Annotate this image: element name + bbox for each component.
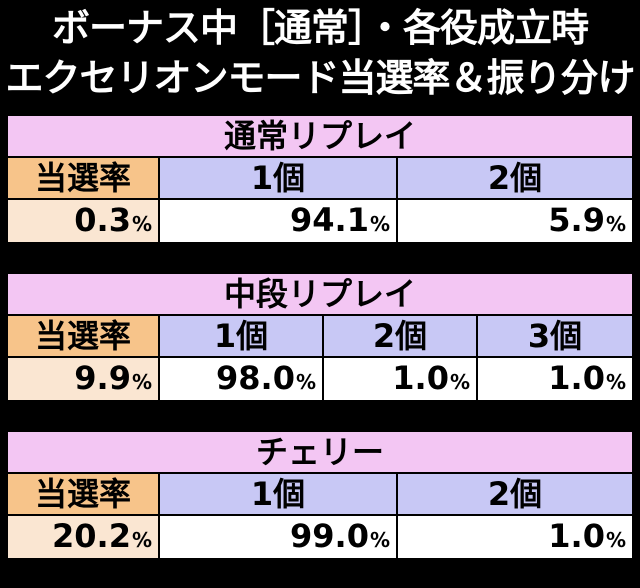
- percent-sign: %: [131, 370, 152, 394]
- page-header: ボーナス中［通常］・各役成立時 エクセリオンモード当選率＆振り分け: [0, 0, 640, 112]
- value-cell-3: 1.0%: [478, 358, 632, 400]
- percent-sign: %: [369, 528, 390, 552]
- value-number: 1.0: [548, 517, 605, 555]
- value-cell-1: 98.0%: [160, 358, 324, 400]
- table-value-row: 20.2% 99.0% 1.0%: [8, 516, 632, 558]
- rate-label: 当選率: [8, 316, 160, 356]
- rate-number: 20.2: [52, 517, 131, 555]
- rate-label: 当選率: [8, 158, 160, 198]
- rate-value: 20.2%: [8, 516, 160, 558]
- percent-sign: %: [605, 370, 626, 394]
- value-number: 94.1: [290, 201, 369, 239]
- value-number: 1.0: [548, 359, 605, 397]
- value-cell-2: 5.9%: [398, 200, 632, 242]
- section-middle-replay: 中段リプレイ 当選率 1個 2個 3個 9.9% 98.0% 1.0% 1.0%: [6, 272, 634, 402]
- table-value-row: 0.3% 94.1% 5.9%: [8, 200, 632, 242]
- value-cell-2: 1.0%: [398, 516, 632, 558]
- percent-sign: %: [131, 212, 152, 236]
- column-header-1: 1個: [160, 158, 398, 198]
- percent-sign: %: [131, 528, 152, 552]
- section-title: チェリー: [8, 432, 632, 474]
- rate-value: 9.9%: [8, 358, 160, 400]
- column-header-2: 2個: [324, 316, 478, 356]
- rate-number: 0.3: [74, 201, 131, 239]
- table-header-row: 当選率 1個 2個 3個: [8, 316, 632, 358]
- rate-label: 当選率: [8, 474, 160, 514]
- table-header-row: 当選率 1個 2個: [8, 474, 632, 516]
- value-cell-1: 99.0%: [160, 516, 398, 558]
- section-title: 通常リプレイ: [8, 116, 632, 158]
- value-number: 5.9: [548, 201, 605, 239]
- column-header-2: 2個: [398, 474, 632, 514]
- value-number: 99.0: [290, 517, 369, 555]
- page-title: ボーナス中［通常］・各役成立時: [51, 6, 589, 50]
- percent-sign: %: [449, 370, 470, 394]
- section-cherry: チェリー 当選率 1個 2個 20.2% 99.0% 1.0%: [6, 430, 634, 560]
- table-value-row: 9.9% 98.0% 1.0% 1.0%: [8, 358, 632, 400]
- rate-number: 9.9: [74, 359, 131, 397]
- column-header-3: 3個: [478, 316, 632, 356]
- percent-sign: %: [605, 212, 626, 236]
- page-subtitle: エクセリオンモード当選率＆振り分け: [5, 56, 635, 100]
- section-normal-replay: 通常リプレイ 当選率 1個 2個 0.3% 94.1% 5.9%: [6, 114, 634, 244]
- column-header-1: 1個: [160, 316, 324, 356]
- percent-sign: %: [369, 212, 390, 236]
- rate-value: 0.3%: [8, 200, 160, 242]
- value-number: 1.0: [392, 359, 449, 397]
- value-number: 98.0: [216, 359, 295, 397]
- section-title: 中段リプレイ: [8, 274, 632, 316]
- percent-sign: %: [295, 370, 316, 394]
- table-header-row: 当選率 1個 2個: [8, 158, 632, 200]
- percent-sign: %: [605, 528, 626, 552]
- value-cell-2: 1.0%: [324, 358, 478, 400]
- value-cell-1: 94.1%: [160, 200, 398, 242]
- column-header-2: 2個: [398, 158, 632, 198]
- column-header-1: 1個: [160, 474, 398, 514]
